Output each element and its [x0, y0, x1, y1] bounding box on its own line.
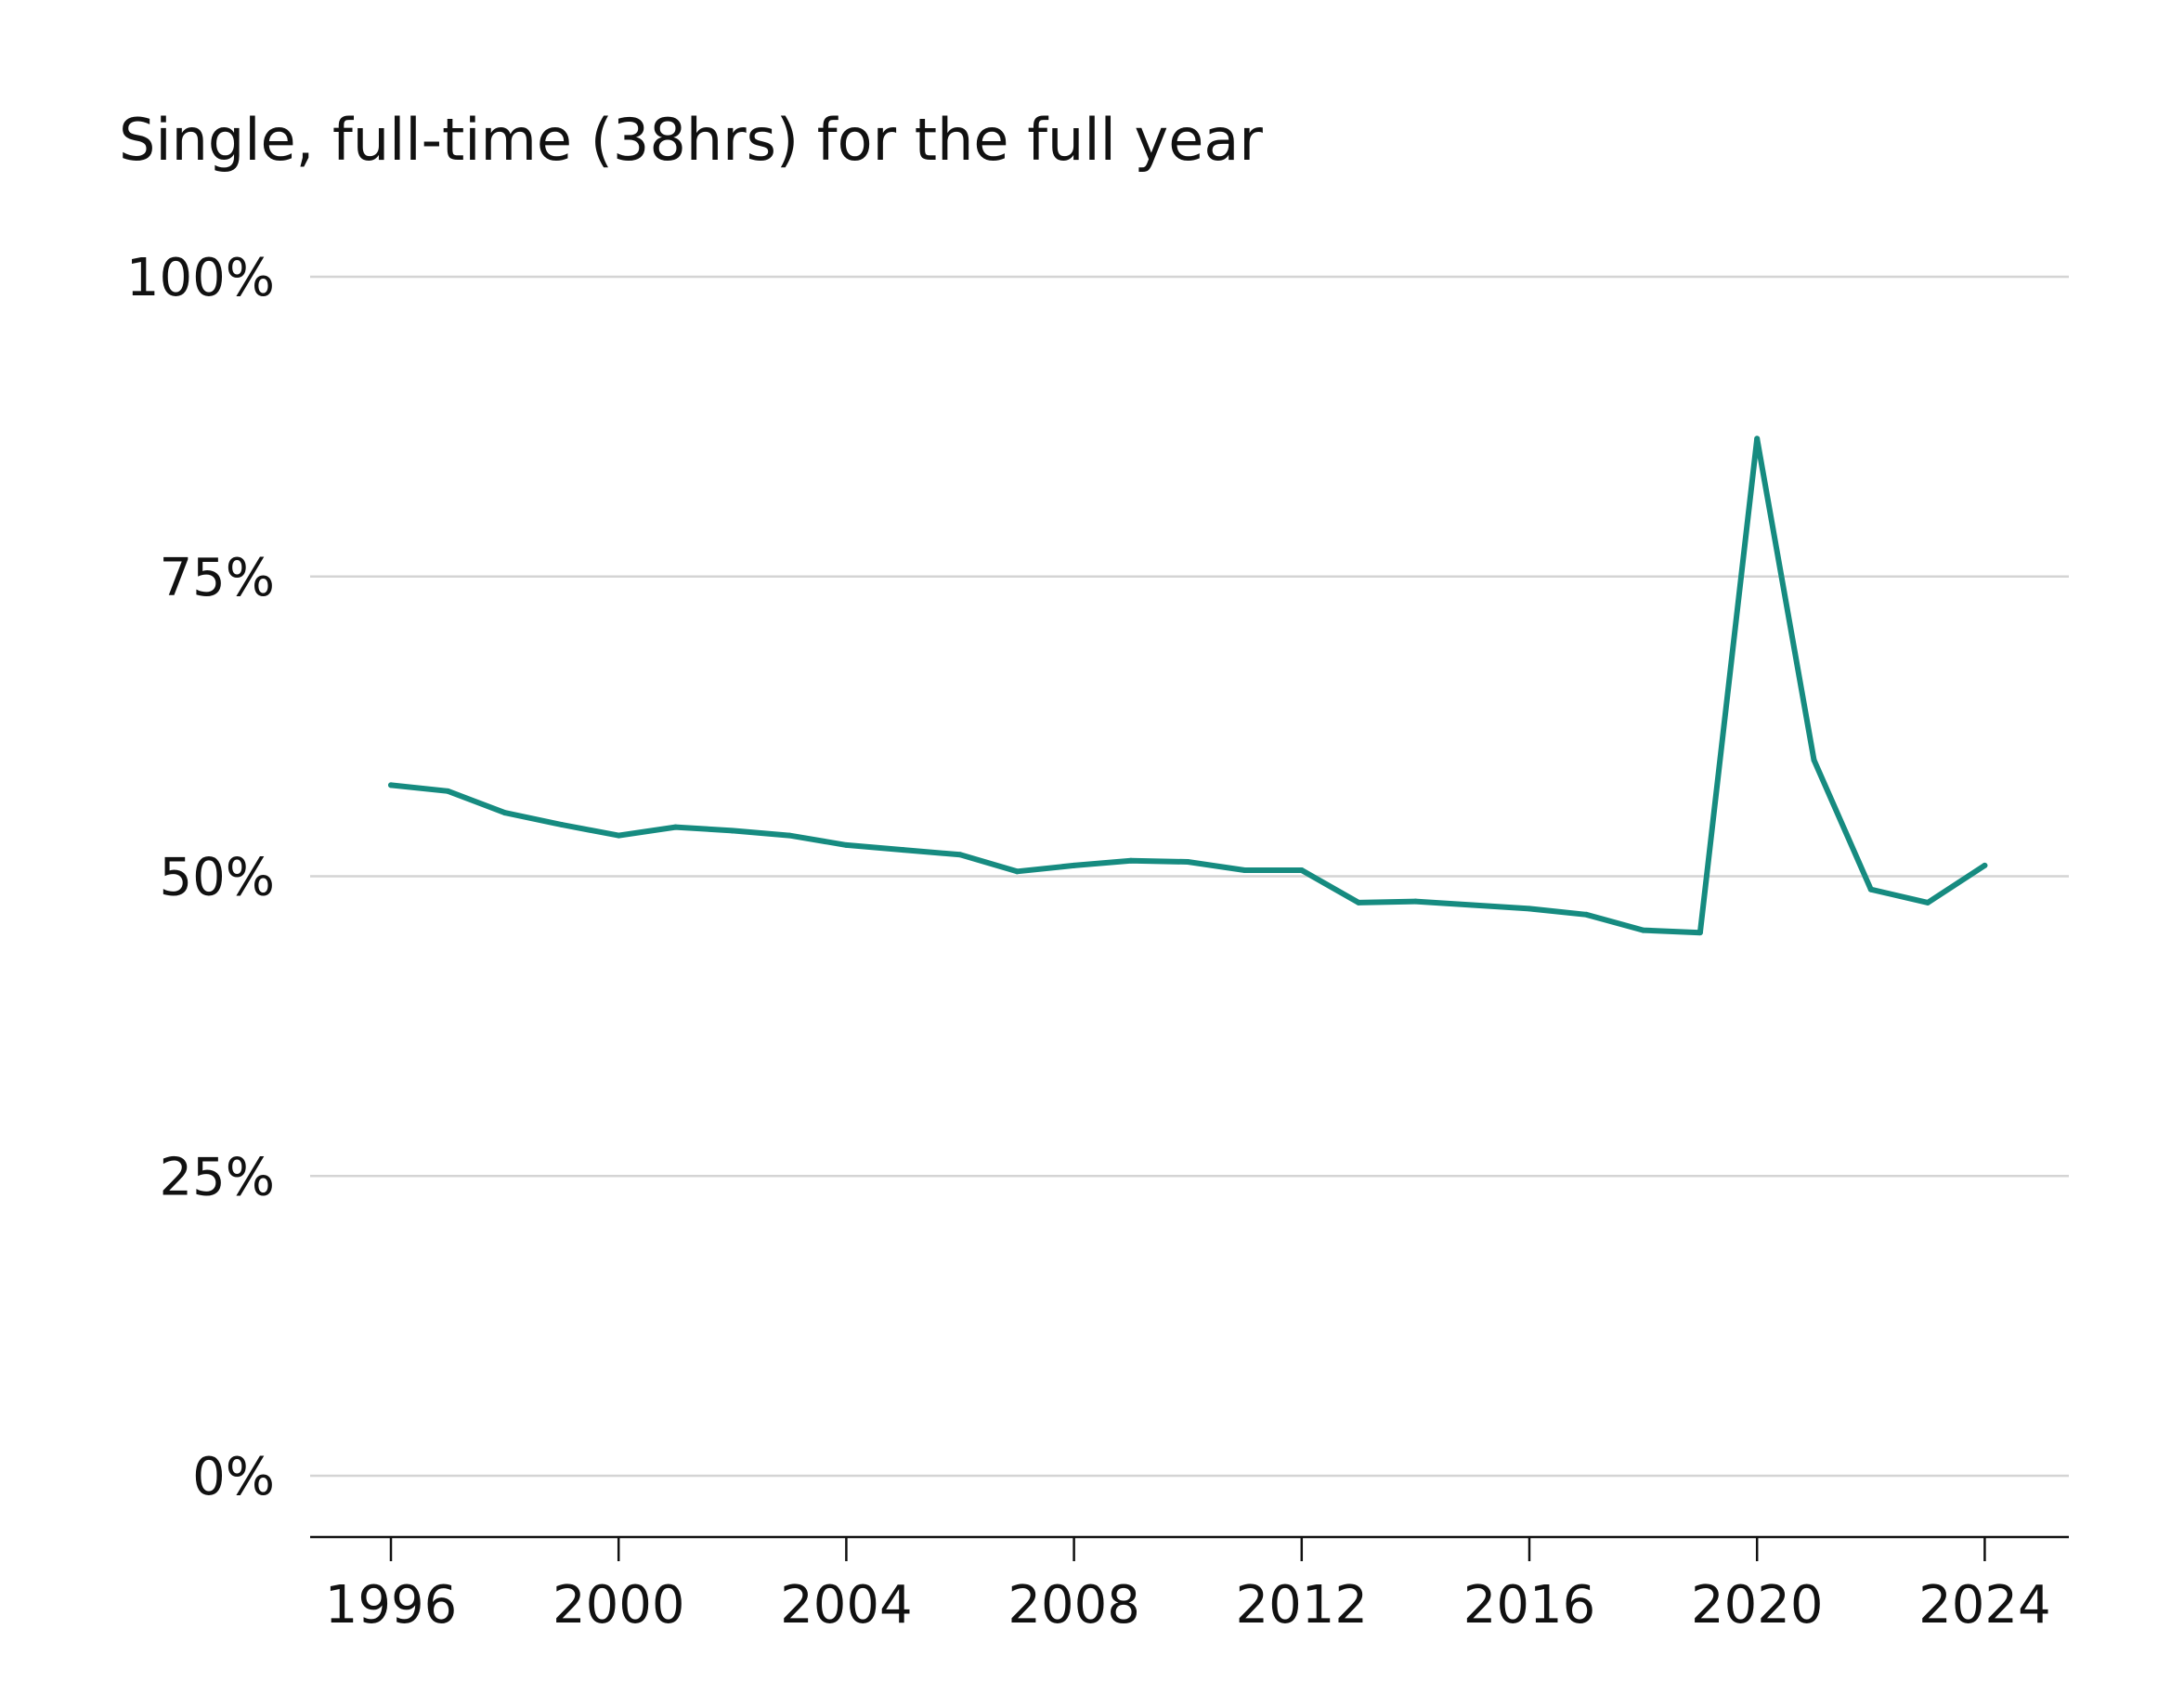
- data-point-2007: [1014, 868, 1020, 875]
- data-point-1996: [388, 782, 394, 788]
- series-line: [388, 436, 1988, 936]
- data-point-1997: [445, 788, 451, 794]
- chart-title: Single, full-time (38hrs) for the full y…: [119, 106, 1263, 174]
- data-point-2019: [1696, 930, 1703, 936]
- data-point-2001: [672, 824, 679, 830]
- x-tick-label: 2020: [1691, 1575, 1824, 1635]
- x-tick-label: 2004: [780, 1575, 913, 1635]
- data-series: [388, 436, 1988, 936]
- x-tick-label: 2000: [552, 1575, 685, 1635]
- data-point-2020: [1754, 436, 1761, 442]
- data-point-2010: [1185, 859, 1191, 866]
- x-tick-label: 2008: [1008, 1575, 1140, 1635]
- data-point-1999: [558, 821, 565, 827]
- x-tick-label: 2024: [1918, 1575, 2051, 1635]
- data-point-2018: [1640, 927, 1646, 933]
- data-point-2004: [843, 841, 850, 848]
- data-point-2023: [1925, 899, 1931, 906]
- y-tick-label: 75%: [160, 548, 275, 608]
- data-point-2006: [957, 852, 963, 858]
- data-point-2014: [1412, 898, 1419, 905]
- grid-lines: [310, 275, 2069, 1478]
- data-point-2008: [1071, 862, 1077, 868]
- data-point-2002: [729, 827, 735, 834]
- data-point-2000: [616, 832, 622, 839]
- data-point-2003: [786, 832, 793, 839]
- y-tick-label: 25%: [160, 1147, 275, 1207]
- x-tick-label: 1996: [325, 1575, 458, 1635]
- data-point-2009: [1127, 857, 1134, 864]
- data-point-2024: [1982, 862, 1988, 868]
- data-point-2022: [1867, 886, 1874, 893]
- data-point-2011: [1242, 867, 1248, 874]
- data-point-1998: [501, 810, 508, 816]
- x-axis: 1996 2000 2004 2008 2012 2016 2020 2024: [310, 1535, 2069, 1635]
- data-point-2017: [1583, 911, 1590, 918]
- data-point-2005: [900, 847, 906, 854]
- y-tick-label: 0%: [192, 1447, 275, 1507]
- data-point-2015: [1469, 902, 1476, 908]
- y-axis-tick-labels: 0% 25% 50% 75% 100%: [126, 248, 275, 1507]
- x-tick-label: 2012: [1236, 1575, 1369, 1635]
- x-tick-label: 2016: [1463, 1575, 1596, 1635]
- data-point-2012: [1298, 867, 1305, 874]
- y-tick-label: 100%: [126, 248, 275, 308]
- data-point-2016: [1527, 906, 1532, 912]
- y-tick-label: 50%: [160, 848, 275, 908]
- data-point-2021: [1811, 757, 1817, 763]
- data-point-2013: [1356, 899, 1362, 906]
